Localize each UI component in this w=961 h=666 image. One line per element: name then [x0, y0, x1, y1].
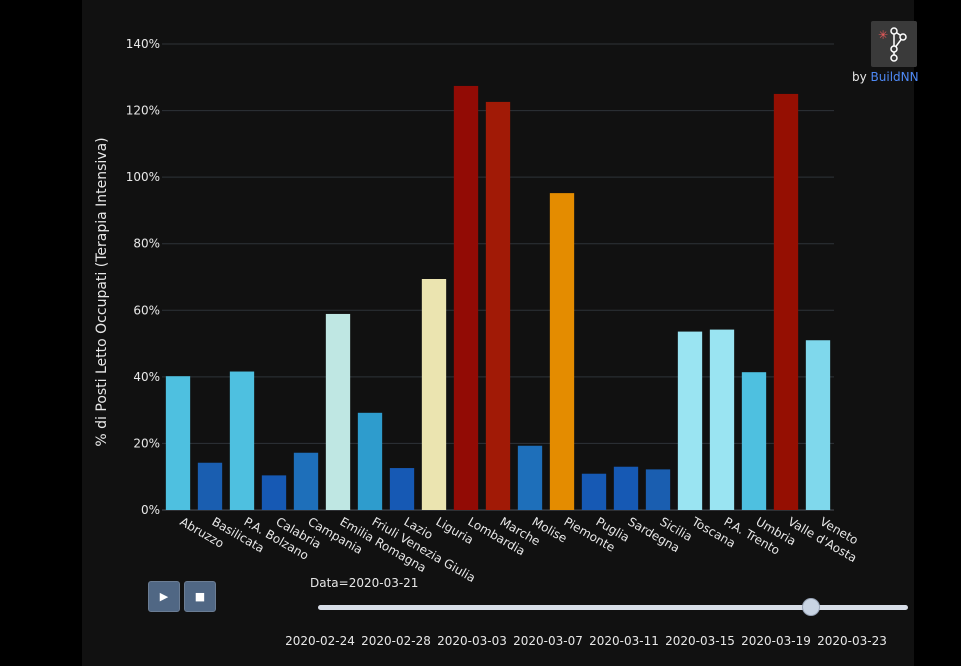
date-slider-handle[interactable] — [802, 598, 821, 616]
network-graph-icon: ✳ — [878, 27, 907, 62]
bar[interactable] — [645, 469, 671, 510]
bar[interactable] — [325, 313, 351, 510]
bar[interactable] — [549, 193, 575, 510]
bar[interactable] — [677, 331, 703, 510]
y-tick-label: 0% — [141, 503, 160, 517]
bar[interactable] — [741, 372, 767, 510]
stop-icon: ■ — [194, 590, 206, 603]
y-tick-label: 40% — [133, 370, 160, 384]
bar[interactable] — [485, 101, 511, 510]
slider-tick-label[interactable]: 2020-03-07 — [513, 634, 583, 648]
bar-chart: 0% 20% 40% 60% 80% 100% 120% 140% AbruzzoBasili… — [94, 37, 861, 585]
bar[interactable] — [165, 376, 191, 510]
y-axis-label: % di Posti Letto Occupati (Terapia Inten… — [94, 137, 110, 446]
bar[interactable] — [357, 412, 383, 510]
bar[interactable] — [517, 445, 543, 510]
slider-tick-label[interactable]: 2020-02-24 — [285, 634, 355, 648]
bar[interactable] — [261, 475, 287, 510]
play-button[interactable]: ▶ — [148, 581, 180, 612]
bar[interactable] — [709, 329, 735, 510]
bar[interactable] — [581, 473, 607, 510]
slider-tick-label[interactable]: 2020-02-28 — [361, 634, 431, 648]
date-slider-track[interactable] — [318, 605, 908, 610]
bar[interactable] — [773, 93, 799, 510]
y-tick-label: 60% — [133, 303, 160, 317]
slider-tick-label[interactable]: 2020-03-03 — [437, 634, 507, 648]
bar[interactable] — [613, 466, 639, 510]
svg-text:✳: ✳ — [878, 28, 888, 42]
bar[interactable] — [421, 278, 447, 510]
logo[interactable]: ✳ — [871, 21, 917, 67]
slider-tick-label[interactable]: 2020-03-11 — [589, 634, 659, 648]
slider-current-value: Data=2020-03-21 — [310, 576, 419, 590]
credit-prefix: by — [852, 70, 871, 84]
bar[interactable] — [229, 371, 255, 510]
bar[interactable] — [805, 340, 831, 510]
play-icon: ▶ — [159, 590, 169, 603]
y-tick-label: 140% — [126, 37, 160, 51]
y-tick-label: 80% — [133, 237, 160, 251]
chart-frame: 0% 20% 40% 60% 80% 100% 120% 140% Abruzzo Basili… — [82, 0, 919, 666]
y-tick-label: 20% — [133, 436, 160, 450]
stop-button[interactable]: ■ — [184, 581, 216, 612]
y-axis-ticks: 0% 20% 40% 60% 80% 100% 120% 140% — [126, 37, 160, 517]
y-tick-label: 100% — [126, 170, 160, 184]
bars — [165, 85, 831, 510]
slider-tick-label[interactable]: 2020-03-23 — [817, 634, 887, 648]
y-tick-label: 120% — [126, 104, 160, 118]
bar[interactable] — [197, 462, 223, 510]
bar[interactable] — [293, 452, 319, 510]
credit-text: by BuildNN — [852, 70, 919, 84]
bar[interactable] — [389, 468, 415, 510]
bar[interactable] — [453, 85, 479, 510]
credit-brand-link[interactable]: BuildNN — [870, 70, 919, 84]
slider-tick-label[interactable]: 2020-03-15 — [665, 634, 735, 648]
slider-tick-label[interactable]: 2020-03-19 — [741, 634, 811, 648]
